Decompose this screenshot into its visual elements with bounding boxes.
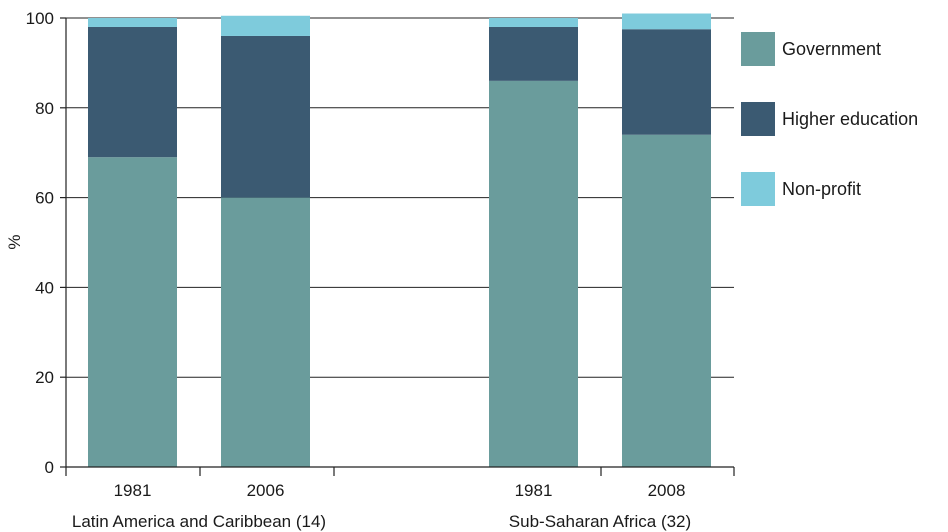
bar-segment [88, 26, 177, 158]
y-axis-label: % [5, 234, 24, 249]
x-tick-label: 2006 [247, 481, 285, 500]
legend-label: Higher education [782, 109, 918, 129]
y-tick-label: 80 [35, 99, 54, 118]
bar-segment [489, 26, 578, 81]
y-tick-label: 0 [45, 458, 54, 477]
bar-segment [88, 18, 177, 27]
legend-swatch [741, 172, 775, 206]
y-tick-label: 40 [35, 278, 54, 297]
bar-segment [489, 80, 578, 468]
group-label: Latin America and Caribbean (14) [72, 512, 326, 531]
bar-segment [88, 157, 177, 467]
bar-segment [221, 35, 310, 198]
legend-swatch [741, 32, 775, 66]
bar-segment [622, 13, 711, 30]
y-tick-label: 20 [35, 368, 54, 387]
group-label: Sub-Saharan Africa (32) [509, 512, 691, 531]
axes [60, 17, 735, 476]
bar-segment [221, 15, 310, 36]
legend-swatch [741, 102, 775, 136]
tick-labels: 0 20 40 60 80 100 1981 2006 1981 2008 Latin Americ… [26, 9, 692, 531]
bar-segment [489, 18, 578, 27]
y-tick-label: 100 [26, 9, 54, 28]
y-tick-label: 60 [35, 189, 54, 208]
bars [88, 13, 711, 468]
legend-label: Non-profit [782, 179, 861, 199]
x-tick-label: 1981 [515, 481, 553, 500]
x-tick-label: 1981 [114, 481, 152, 500]
bar-segment [221, 197, 310, 467]
x-tick-label: 2008 [648, 481, 686, 500]
legend: Government Higher education Non-profit [741, 32, 918, 206]
bar-segment [622, 29, 711, 135]
bar-segment [622, 134, 711, 468]
legend-label: Government [782, 39, 881, 59]
